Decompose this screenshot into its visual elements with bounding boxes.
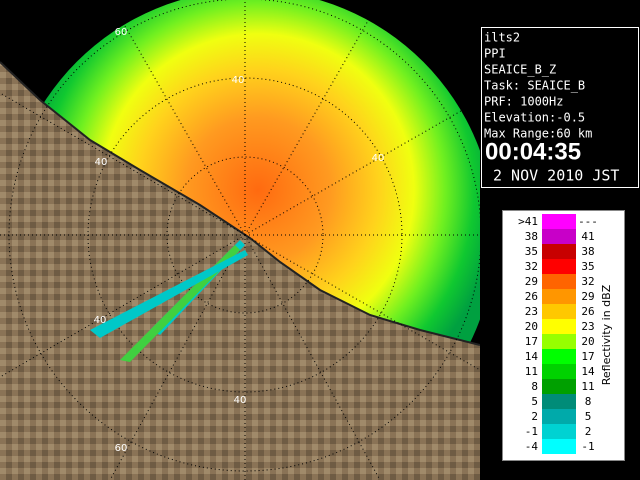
legend-swatch — [542, 409, 576, 424]
legend-swatch — [542, 244, 576, 259]
legend-low: 14 — [525, 350, 539, 363]
legend-high: -1 — [581, 440, 594, 453]
info-panel — [481, 27, 639, 188]
range-label: 40 — [95, 157, 108, 168]
range-label: 40 — [94, 315, 107, 326]
legend-high: 23 — [581, 320, 594, 333]
legend-title: Reflectivity in dBZ — [600, 284, 613, 385]
legend-high: 35 — [581, 260, 594, 273]
legend-low: 17 — [525, 335, 538, 348]
legend-high: 11 — [581, 380, 594, 393]
legend-low: -1 — [525, 425, 538, 438]
legend-high: 20 — [581, 335, 594, 348]
legend-low: 38 — [525, 230, 538, 243]
legend-low: 35 — [525, 245, 538, 258]
info-line: Elevation:-0.5 — [484, 111, 585, 125]
legend-low: 23 — [525, 305, 538, 318]
legend-swatch — [542, 424, 576, 439]
legend-swatch — [542, 289, 576, 304]
legend-high: 41 — [581, 230, 594, 243]
legend-low: -4 — [525, 440, 539, 453]
legend-low: 5 — [531, 395, 538, 408]
legend-swatch — [542, 319, 576, 334]
range-label: 40 — [232, 75, 245, 86]
legend-swatch — [542, 394, 576, 409]
legend-swatch — [542, 379, 576, 394]
legend-low: 11 — [525, 365, 538, 378]
info-line: PPI — [484, 47, 506, 61]
coastline — [0, 61, 480, 346]
legend-high: --- — [578, 215, 598, 228]
legend-low: 26 — [525, 290, 538, 303]
info-line: PRF: 1000Hz — [484, 95, 563, 109]
legend-swatch — [542, 304, 576, 319]
info-line: ilts2 — [484, 31, 520, 45]
clock-time: 00:04:35 — [485, 138, 581, 165]
legend-low: >41 — [518, 215, 538, 228]
legend-high: 2 — [585, 425, 592, 438]
legend-swatch — [542, 229, 576, 244]
legend-high: 8 — [585, 395, 592, 408]
legend-swatch — [542, 274, 576, 289]
range-label: 60 — [115, 443, 128, 454]
legend-high: 5 — [585, 410, 592, 423]
legend-low: 32 — [525, 260, 538, 273]
legend-swatch — [542, 439, 576, 454]
legend-high: 32 — [581, 275, 594, 288]
legend-high: 17 — [581, 350, 594, 363]
range-label: 40 — [372, 153, 385, 164]
radar-image — [0, 0, 481, 480]
range-rings — [0, 0, 481, 480]
legend-high: 14 — [581, 365, 595, 378]
range-label: 40 — [234, 395, 247, 406]
legend-swatch — [542, 259, 576, 274]
info-line: Max Range:60 km — [484, 127, 592, 141]
legend-low: 8 — [531, 380, 538, 393]
legend-high: 38 — [581, 245, 594, 258]
legend-swatch — [542, 214, 576, 229]
legend-low: 29 — [525, 275, 538, 288]
legend-high: 29 — [581, 290, 594, 303]
clutter — [90, 240, 248, 362]
info-line: SEAICE_B_Z — [484, 63, 556, 77]
legend-low: 20 — [525, 320, 538, 333]
legend-swatch — [542, 334, 576, 349]
legend-swatch — [542, 364, 576, 379]
legend-high: 26 — [581, 305, 594, 318]
legend-low: 2 — [531, 410, 538, 423]
range-label: 60 — [115, 27, 128, 38]
info-line: Task: SEAICE_B — [484, 79, 585, 93]
date: 2 NOV 2010 JST — [493, 167, 619, 185]
legend-swatch — [542, 349, 576, 364]
